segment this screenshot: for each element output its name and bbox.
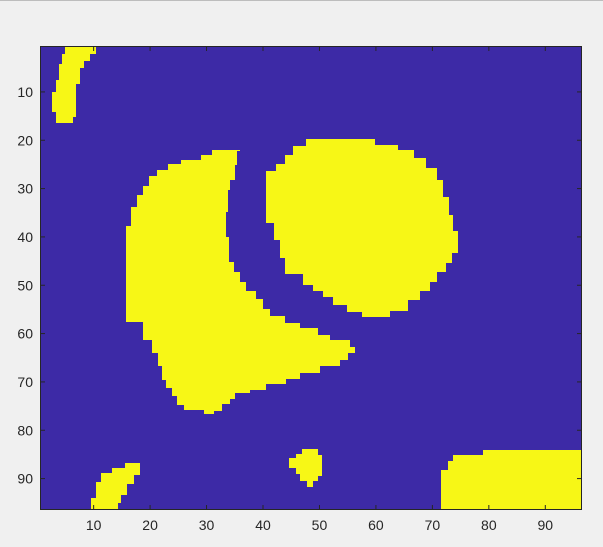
y-tick-label: 80 (17, 422, 33, 438)
x-tick-label: 40 (255, 517, 271, 533)
x-tick-label: 90 (538, 517, 554, 533)
bottom-right-block (441, 450, 582, 510)
y-tick-label: 60 (17, 326, 33, 342)
x-tick-label: 60 (368, 517, 384, 533)
y-tick-label: 10 (17, 84, 33, 100)
y-tick-label: 50 (17, 277, 33, 293)
x-tick-label: 70 (425, 517, 441, 533)
y-tick-label: 20 (17, 132, 33, 148)
y-tick-label: 30 (17, 181, 33, 197)
y-tick-label: 70 (17, 374, 33, 390)
y-tick-label: 40 (17, 229, 33, 245)
x-tick-label: 30 (199, 517, 215, 533)
x-tick-label: 50 (312, 517, 328, 533)
x-tick-label: 80 (481, 517, 497, 533)
x-tick-label: 10 (86, 517, 102, 533)
x-tick-label: 20 (142, 517, 158, 533)
y-tick-label: 90 (17, 471, 33, 487)
axes[interactable]: 10 20 30 40 50 60 70 80 90 10 20 30 40 50 60 70 80 90 (17, 46, 582, 533)
